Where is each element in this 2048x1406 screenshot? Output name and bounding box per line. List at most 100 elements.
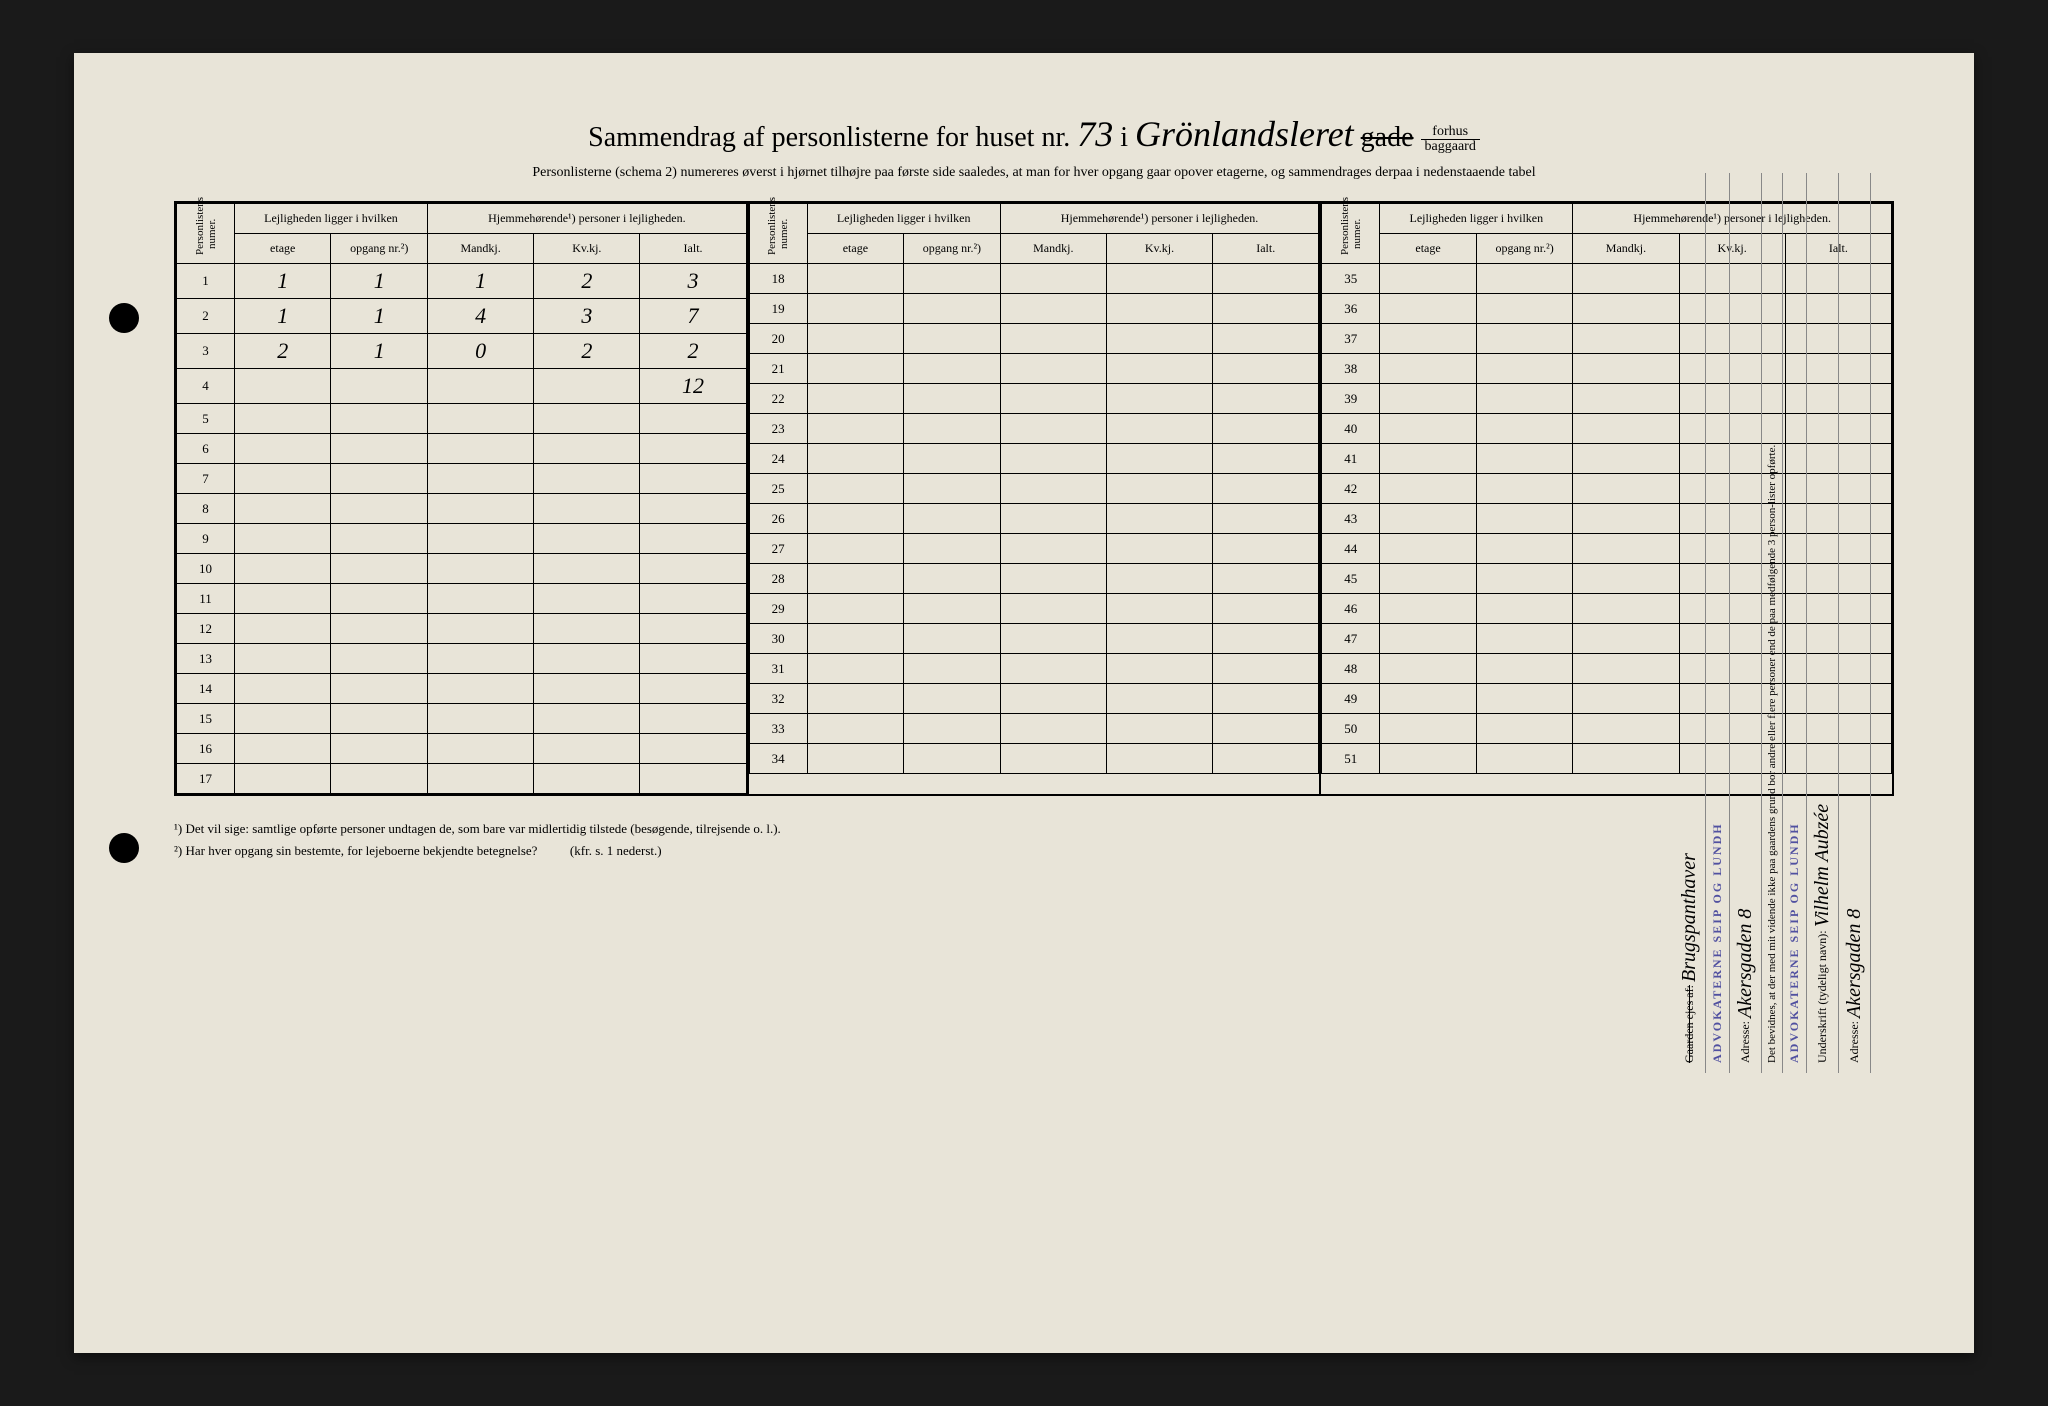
- cell-etage: [1380, 714, 1477, 744]
- cell-mandkj: [1000, 414, 1106, 444]
- cell-etage: [807, 384, 904, 414]
- cell-mandkj: 4: [428, 299, 534, 334]
- cell-etage: [807, 714, 904, 744]
- cell-kvkj: 2: [534, 334, 640, 369]
- row-num: 4: [177, 369, 235, 404]
- cell-mandkj: [1573, 354, 1679, 384]
- cell-ialt: [1213, 624, 1319, 654]
- row-num: 15: [177, 704, 235, 734]
- table-row: 20: [749, 324, 1319, 354]
- cell-kvkj: [1106, 294, 1212, 324]
- cell-mandkj: [1000, 294, 1106, 324]
- cell-etage: [234, 644, 331, 674]
- cell-etage: [234, 404, 331, 434]
- cell-mandkj: [1573, 324, 1679, 354]
- cell-mandkj: [428, 704, 534, 734]
- cell-etage: [1380, 264, 1477, 294]
- cell-ialt: [1213, 324, 1319, 354]
- cell-etage: [807, 534, 904, 564]
- cell-opgang: [331, 734, 428, 764]
- row-num: 31: [749, 654, 807, 684]
- row-num: 28: [749, 564, 807, 594]
- cell-mandkj: [428, 434, 534, 464]
- cell-mandkj: [428, 764, 534, 794]
- cell-kvkj: [1106, 684, 1212, 714]
- cell-kvkj: 3: [534, 299, 640, 334]
- underskrift-col: Underskrift (tydeligt navn): Vilhelm Aub…: [1807, 173, 1839, 1073]
- row-num: 7: [177, 464, 235, 494]
- cell-ialt: [640, 464, 746, 494]
- cell-etage: [807, 444, 904, 474]
- table-row: 16: [177, 734, 747, 764]
- stamp1-col: ADVOKATERNE SEIP OG LUNDH: [1706, 173, 1730, 1073]
- row-num: 26: [749, 504, 807, 534]
- table-row: 31: [749, 654, 1319, 684]
- side-panel: Gaarden ejes af: Brugspanthaver ADVOKATE…: [1674, 173, 1954, 1073]
- cell-kvkj: [534, 704, 640, 734]
- table-row: 24: [749, 444, 1319, 474]
- cell-opgang: [904, 624, 1001, 654]
- cell-kvkj: [534, 404, 640, 434]
- header-personlist-num: Personlistens numer.: [1322, 204, 1380, 264]
- cell-etage: [1380, 354, 1477, 384]
- row-num: 51: [1322, 744, 1380, 774]
- table-row: 23: [749, 414, 1319, 444]
- row-num: 2: [177, 299, 235, 334]
- cell-opgang: [331, 584, 428, 614]
- header-lejlighed: Lejligheden ligger i hvilken: [1380, 204, 1573, 234]
- cell-ialt: [1213, 504, 1319, 534]
- row-num: 35: [1322, 264, 1380, 294]
- table-row: 33: [749, 714, 1319, 744]
- row-num: 40: [1322, 414, 1380, 444]
- table-block-1: Personlistens numer. Lejligheden ligger …: [176, 203, 749, 794]
- row-num: 21: [749, 354, 807, 384]
- cell-kvkj: [1106, 324, 1212, 354]
- cell-opgang: [331, 554, 428, 584]
- cell-opgang: [904, 474, 1001, 504]
- cell-opgang: [1476, 354, 1573, 384]
- cell-opgang: [904, 354, 1001, 384]
- table-row: 25: [749, 474, 1319, 504]
- table-row: 15: [177, 704, 747, 734]
- row-num: 6: [177, 434, 235, 464]
- cell-ialt: [640, 494, 746, 524]
- cell-ialt: [640, 734, 746, 764]
- row-num: 45: [1322, 564, 1380, 594]
- table-row: 2 1 1 4 3 7: [177, 299, 747, 334]
- cell-opgang: [904, 684, 1001, 714]
- table-row: 19: [749, 294, 1319, 324]
- cell-ialt: 3: [640, 264, 746, 299]
- cell-kvkj: [1106, 744, 1212, 774]
- cell-opgang: [1476, 264, 1573, 294]
- cell-etage: [1380, 444, 1477, 474]
- cell-opgang: [331, 644, 428, 674]
- cell-ialt: [1213, 294, 1319, 324]
- table-row: 9: [177, 524, 747, 554]
- header-personlist-num: Personlistens numer.: [177, 204, 235, 264]
- cell-etage: [234, 764, 331, 794]
- row-num: 34: [749, 744, 807, 774]
- table-row: 6: [177, 434, 747, 464]
- cell-etage: [807, 624, 904, 654]
- cell-opgang: [904, 444, 1001, 474]
- cell-ialt: [640, 434, 746, 464]
- cell-kvkj: [534, 464, 640, 494]
- cell-ialt: [1213, 654, 1319, 684]
- cell-ialt: [640, 554, 746, 584]
- cell-ialt: [640, 644, 746, 674]
- cell-etage: [1380, 294, 1477, 324]
- cell-ialt: [640, 764, 746, 794]
- cell-etage: [1380, 414, 1477, 444]
- row-num: 30: [749, 624, 807, 654]
- cell-kvkj: [1106, 654, 1212, 684]
- street-name: Grönlandsleret: [1135, 114, 1354, 154]
- cell-kvkj: [534, 494, 640, 524]
- cell-kvkj: [534, 614, 640, 644]
- stamp2-col: ADVOKATERNE SEIP OG LUNDH: [1783, 173, 1807, 1073]
- cell-kvkj: [1106, 474, 1212, 504]
- cell-etage: [1380, 384, 1477, 414]
- cell-etage: [807, 684, 904, 714]
- row-num: 49: [1322, 684, 1380, 714]
- cell-mandkj: [428, 584, 534, 614]
- cell-mandkj: [1573, 594, 1679, 624]
